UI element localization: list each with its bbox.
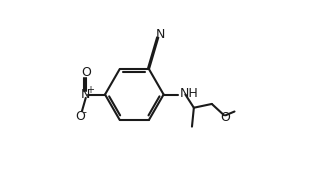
Text: O: O [220, 111, 230, 124]
Text: +: + [86, 85, 94, 95]
Text: O: O [76, 110, 85, 123]
Text: -: - [83, 107, 87, 117]
Text: NH: NH [180, 87, 198, 100]
Text: N: N [156, 28, 165, 41]
Text: O: O [81, 66, 91, 79]
Text: N: N [81, 88, 90, 101]
